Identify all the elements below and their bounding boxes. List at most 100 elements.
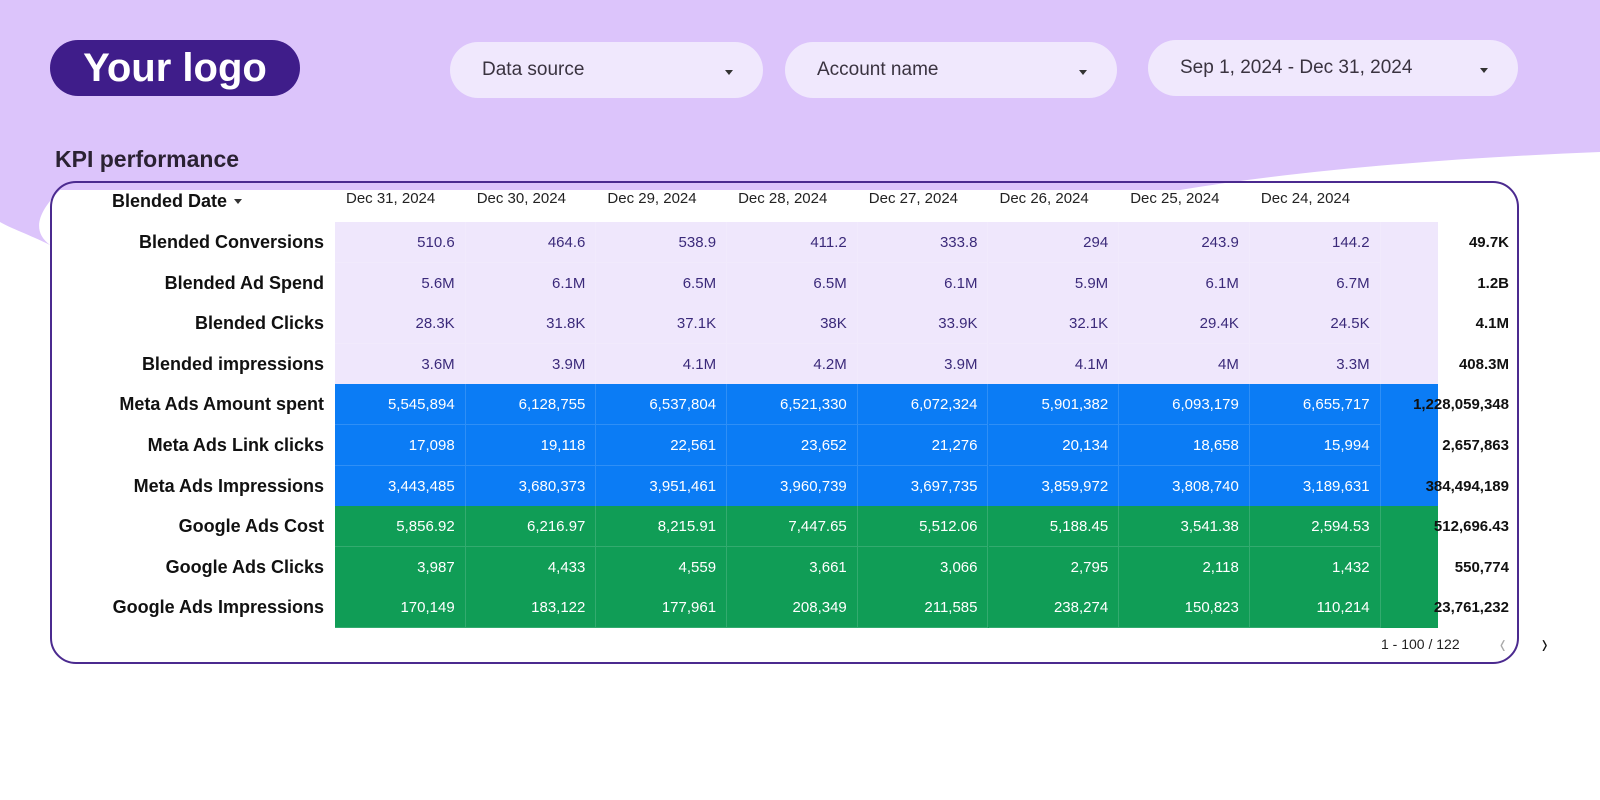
row-total: 408.3M [1458,355,1509,373]
prev-page[interactable]: ‹ [1499,628,1506,659]
filter-label: Account name [817,59,939,80]
table-cell: 4,559 [596,546,728,588]
table-cell: 18,658 [1119,425,1250,466]
table-cell: 6,128,755 [465,384,597,426]
row-band [335,384,1438,426]
table-cell: 38K [727,303,858,345]
table-cell: 464.6 [465,222,597,263]
dimension-header[interactable]: Blended Date [112,191,228,211]
section-title: KPI performance [55,146,240,172]
table-cell: 3,066 [857,546,989,588]
row-total: 23,761,232 [1433,599,1509,617]
table-cell: 5.9M [988,262,1120,304]
logo[interactable]: Your logo [50,40,300,96]
column-header[interactable]: Dec 31, 2024 [346,190,436,207]
table-cell: 3,443,485 [335,465,466,507]
table-cell: 170,149 [335,587,466,629]
row-band [335,465,1438,507]
table-cell: 6,521,330 [727,384,858,426]
table-cell: 20,134 [988,425,1120,466]
table-cell: 3,987 [335,546,466,588]
table-cell: 17,098 [335,425,466,466]
row-total: 49.7K [1468,234,1509,251]
table-cell: 23,652 [727,425,858,466]
row-label: Blended impressions [141,353,324,374]
table-cell: 243.9 [1119,222,1250,263]
row-total: 384,494,189 [1425,477,1509,495]
row-label: Meta Ads Link clicks [147,435,324,455]
table-cell: 3.9M [465,343,597,385]
row-label: Google Ads Impressions [112,597,324,618]
row-total: 1.2B [1477,274,1509,292]
dropdown-caret [1079,70,1087,75]
table-cell: 29.4K [1119,303,1250,345]
table-cell: 3,951,461 [596,465,728,507]
table-cell: 6.5M [727,262,858,304]
table-cell: 144.2 [1249,222,1381,263]
table-cell: 3.3M [1249,343,1381,385]
table-cell: 3,808,740 [1119,465,1250,507]
table-cell: 5,512.06 [857,506,989,548]
table-cell: 37.1K [596,303,728,345]
table-cell: 28.3K [335,303,466,345]
filter-label: Sep 1, 2024 - Dec 31, 2024 [1180,57,1413,78]
table-cell: 7,447.65 [727,506,858,548]
table-cell: 6.1M [857,262,989,304]
table-cell: 3,680,373 [465,465,597,507]
column-header[interactable]: Dec 28, 2024 [738,190,828,207]
table-cell: 3,541.38 [1119,506,1250,548]
table-cell: 4,433 [465,546,597,588]
table-frame: Blended Date Dec 31, 2024 Dec 30, 2024 Dec … [50,181,1547,664]
table-cell: 6,072,324 [857,384,989,426]
table-cell: 3.6M [335,343,466,385]
table-cell: 3,960,739 [727,465,858,507]
pagination-label: 1 - 100 / 122 [1381,636,1460,652]
table-cell: 2,594.53 [1249,506,1381,548]
row-band [335,425,1438,467]
table-cell: 4.1M [988,343,1120,385]
table-cell: 4M [1119,343,1250,385]
table-cell: 31.8K [465,303,597,345]
table-cell: 1,432 [1249,546,1381,588]
row-label: Meta Ads Amount spent [119,394,324,415]
table-cell: 24.5K [1249,303,1381,345]
table-cell: 294 [988,222,1120,263]
table-cell: 5,856.92 [335,506,466,548]
table-cell: 33.9K [857,303,989,345]
filter-dropdown[interactable]: Sep 1, 2024 - Dec 31, 2024 [1148,40,1518,96]
table-cell: 2,118 [1119,546,1250,588]
table-cell: 2,795 [988,546,1120,588]
column-header[interactable]: Dec 25, 2024 [1130,190,1220,207]
table-cell: 110,214 [1249,587,1381,629]
sort-caret [234,199,242,204]
row-band [335,303,1438,345]
row-total: 2,657,863 [1442,437,1509,454]
table-cell: 4.2M [727,343,858,385]
filter-label: Data source [482,59,585,80]
table-cell: 177,961 [596,587,728,629]
table-cell: 8,215.91 [596,506,728,548]
next-page[interactable]: › [1541,628,1548,659]
column-header[interactable]: Dec 30, 2024 [476,190,566,207]
row-total: 4.1M [1475,315,1509,333]
row-band [335,262,1438,304]
column-header[interactable]: Dec 26, 2024 [999,190,1089,207]
row-label: Google Ads Cost [178,516,324,537]
table-cell: 5.6M [335,262,466,304]
table-cell: 411.2 [727,222,858,263]
filter-dropdown[interactable]: Data source [450,42,763,98]
column-header[interactable]: Dec 29, 2024 [607,190,697,207]
dropdown-caret [725,70,733,75]
row-label: Blended Clicks [194,313,324,334]
table-cell: 150,823 [1119,587,1250,629]
table-cell: 19,118 [465,425,597,466]
column-header[interactable]: Dec 27, 2024 [868,190,959,207]
filter-dropdown[interactable]: Account name [785,42,1117,98]
table-cell: 6,537,804 [596,384,728,426]
column-header[interactable]: Dec 24, 2024 [1260,190,1351,207]
row-total: 512,696.43 [1433,518,1509,536]
table-cell: 510.6 [335,222,466,263]
row-total: 550,774 [1454,558,1509,576]
row-total: 1,228,059,348 [1413,396,1509,414]
